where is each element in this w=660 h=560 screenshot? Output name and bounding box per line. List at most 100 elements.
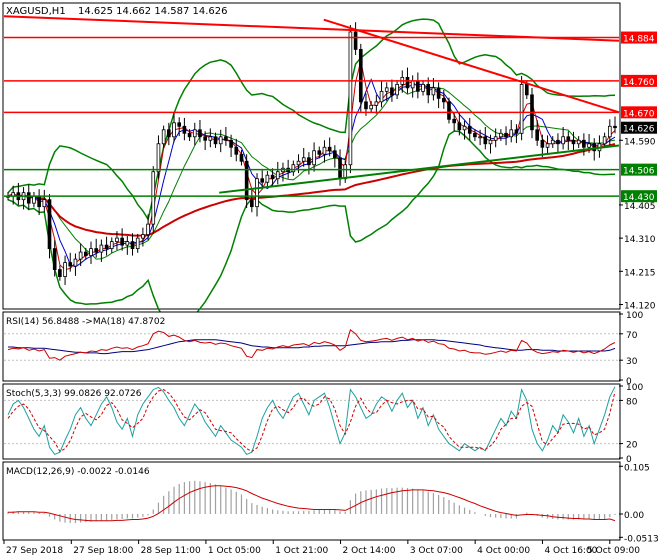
ma-slow (7, 143, 616, 237)
candle-body (312, 150, 316, 166)
candle-body (566, 136, 571, 141)
candle-body (301, 157, 306, 162)
candle-body (504, 132, 508, 138)
time-tick-label: 28 Sep 11:00 (141, 546, 201, 556)
candle-body (576, 139, 581, 145)
time-tick-label: 27 Sep 18:00 (73, 546, 133, 556)
candle-body (379, 90, 384, 103)
candle-body (545, 143, 550, 148)
symbol-label: XAGUSD,H1 (6, 6, 66, 17)
rsi-tick-label: 0 (626, 377, 632, 387)
candle-body (607, 125, 612, 138)
candle-body (73, 258, 78, 267)
candle-body (109, 241, 114, 249)
candle-body (441, 97, 446, 103)
stoch-tick-label: 100 (626, 383, 643, 393)
stoch-panel-frame (2, 383, 621, 460)
stoch-tick-label: 80 (626, 397, 638, 407)
candle-body (348, 31, 353, 166)
macd-title: MACD(12,26,9) -0.0022 -0.0146 (6, 467, 150, 477)
candle-body (535, 129, 539, 141)
rsi-axis: 100 70 30 0 (619, 311, 643, 387)
macd-panel[interactable]: MACD(12,26,9) -0.0022 -0.0146 0.105 0.00 -… (2, 461, 659, 544)
time-tick-label: 2 Oct 14:00 (343, 546, 396, 556)
candle-body (343, 164, 348, 180)
candle-body (26, 192, 31, 204)
bollinger-lower (7, 130, 616, 326)
candle-body (296, 160, 301, 166)
candle-body (493, 136, 498, 141)
candle-body (457, 122, 462, 131)
candle-body (338, 157, 342, 180)
candle-body (561, 136, 565, 145)
candle-body (436, 87, 441, 99)
candle-body (42, 199, 47, 208)
candle-body (364, 101, 368, 110)
time-tick-label: 5 Oct 09:00 (587, 546, 640, 556)
candle-body (514, 129, 519, 134)
rsi-tick-label: 100 (626, 311, 643, 321)
candle-body (177, 122, 182, 127)
candle-body (58, 269, 62, 277)
candle-body (84, 251, 88, 256)
candle-body (333, 150, 337, 159)
candle-body (94, 248, 99, 253)
stoch-axis: 100 80 20 0 (619, 383, 643, 465)
candle-body (592, 143, 597, 152)
candle-body (172, 122, 176, 138)
level-tag-14.670 (621, 106, 657, 119)
candle-body (260, 178, 265, 183)
candle-body (571, 139, 576, 145)
candle-body (395, 83, 399, 96)
rsi-plot-area (4, 328, 619, 361)
rsi-panel[interactable]: RSI(14) 56.8488 ->MA(18) 47.8702 100 70 30… (2, 311, 643, 387)
candle-body (265, 174, 270, 183)
candle-body (120, 237, 124, 246)
candle-body (358, 49, 363, 103)
price-plot-area (3, 15, 620, 326)
level-tag-14.760 (621, 74, 657, 87)
candle-body (384, 87, 389, 92)
price-panel[interactable]: XAGUSD,H1 14.625 14.662 14.587 14.626 14… (2, 2, 657, 326)
macd-tick-label: 0.00 (624, 511, 644, 521)
stoch-panel[interactable]: Stoch(5,3,3) 99.0826 92.0726 100 80 20 0 (2, 383, 643, 465)
macd-plot-area (7, 480, 616, 524)
price-axis: 14.884 14.760 14.670 14.626 14.506 14.430 14.1… (619, 31, 657, 312)
candle-body (405, 76, 410, 89)
candle-body (213, 136, 218, 145)
stoch-tick-label: 20 (626, 441, 638, 451)
candle-body (416, 80, 420, 92)
level-tag-14.506 (621, 163, 657, 176)
candle-body (410, 80, 415, 89)
time-tick-label: 1 Oct 05:00 (208, 546, 261, 556)
candle-body (125, 241, 130, 246)
candle-body (78, 251, 83, 260)
ohlc-label: 14.625 14.662 14.587 14.626 (78, 6, 228, 17)
time-tick-label: 27 Sep 2018 (6, 546, 63, 556)
macd-axis: 0.105 0.00 -0.0513 (619, 463, 659, 544)
macd-panel-frame (2, 461, 621, 541)
candle-body (307, 157, 311, 166)
candle-body (250, 199, 254, 208)
time-axis: 27 Sep 2018 27 Sep 18:00 28 Sep 11:00 1 Oct… (3, 540, 640, 556)
price-tick-label: 14.590 (624, 137, 656, 147)
candle-body (89, 248, 93, 256)
level-label-14.670: 14.670 (623, 109, 655, 119)
candle-body (556, 139, 560, 145)
candle-body (317, 150, 322, 155)
candle-body (426, 83, 431, 96)
candle-body (327, 146, 332, 152)
candle-body (275, 171, 280, 180)
time-tick-label: 3 Oct 07:00 (410, 546, 463, 556)
candle-body (540, 139, 545, 148)
price-tick-label: 14.310 (624, 235, 656, 245)
candle-body (161, 129, 166, 145)
candle-body (130, 241, 135, 249)
candle-body (431, 87, 436, 96)
candle-body (353, 31, 358, 50)
time-tick-label: 1 Oct 21:00 (275, 546, 328, 556)
candle-body (151, 171, 156, 225)
candle-body (37, 195, 41, 208)
candle-body (270, 174, 275, 180)
candle-body (47, 199, 52, 249)
